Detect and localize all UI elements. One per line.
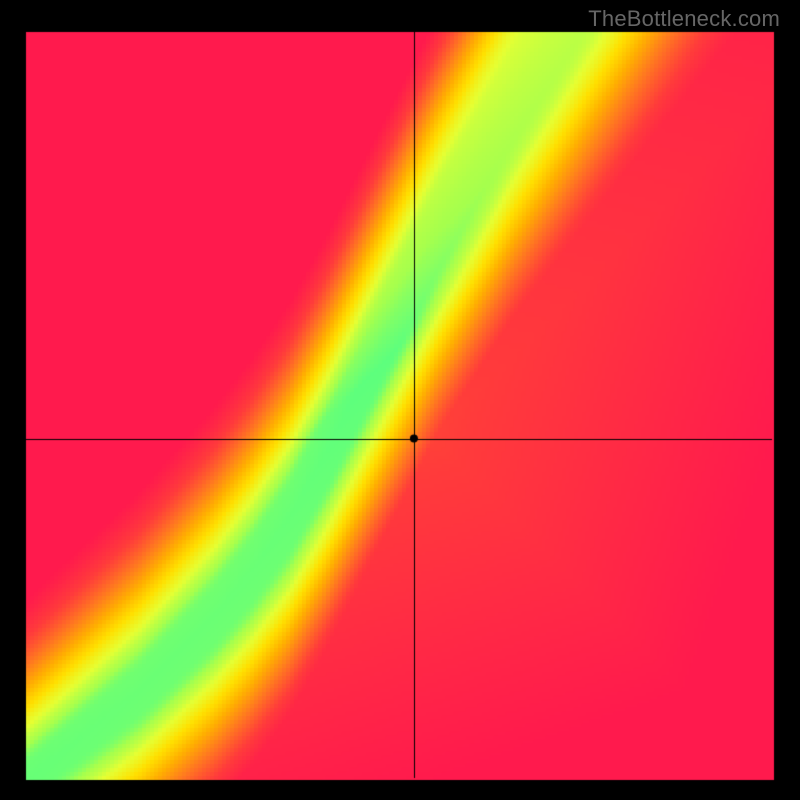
heatmap-canvas bbox=[0, 0, 800, 800]
watermark-text: TheBottleneck.com bbox=[588, 6, 780, 32]
chart-container: TheBottleneck.com bbox=[0, 0, 800, 800]
